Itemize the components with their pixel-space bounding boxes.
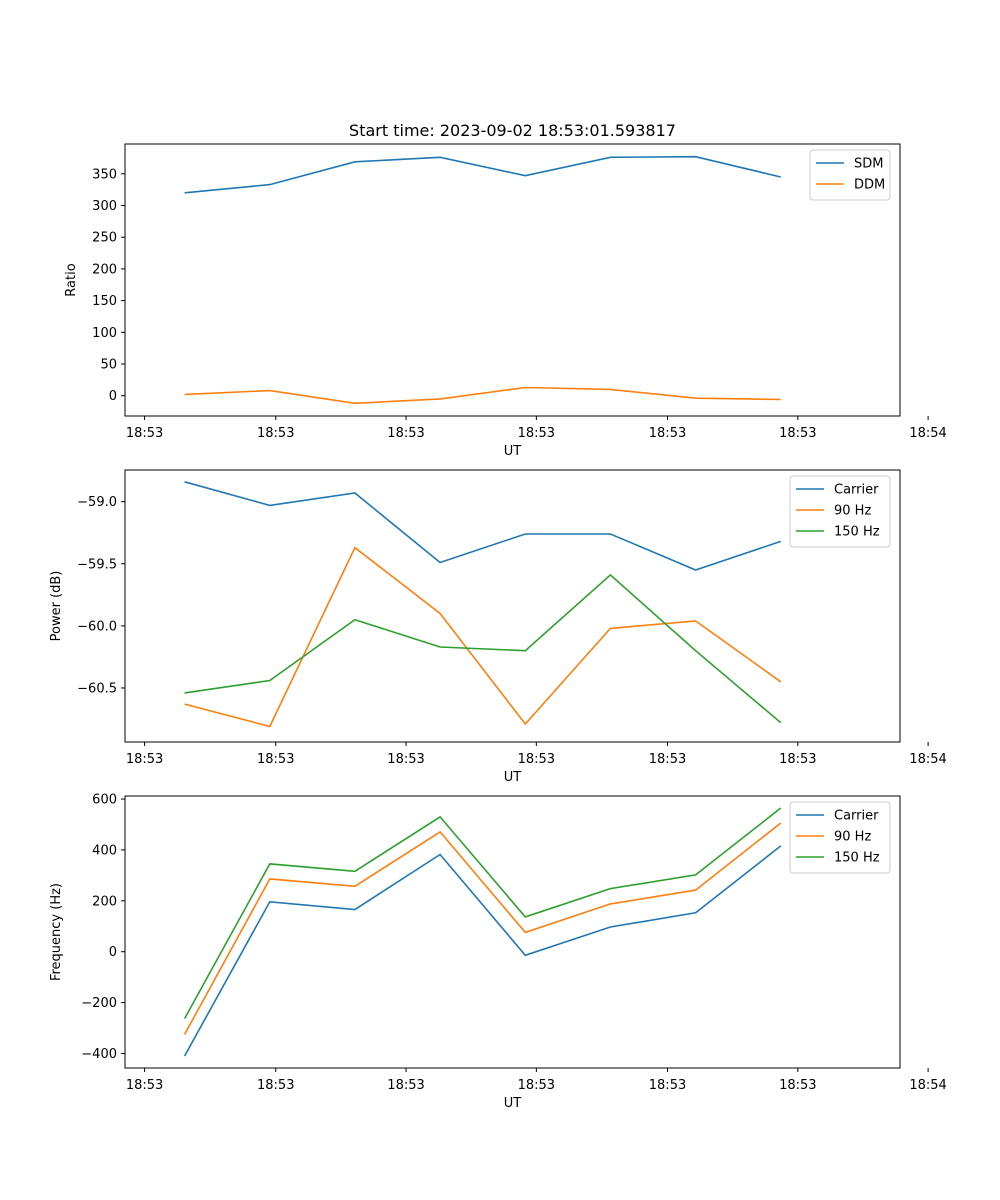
series-line-90-hz [184,546,782,728]
y-tick-label: 0 [109,945,117,960]
x-tick-label: 18:54 [909,426,946,441]
legend-label: 150 Hz [834,851,880,866]
x-axis-label: UT [504,444,522,459]
x-tick-label: 18:53 [257,426,294,441]
x-axis-label: UT [504,770,522,785]
x-tick-label: 18:53 [649,426,686,441]
power-panel: 18:53 18:53 18:53 18:53 18:53 18:53 18:54 −59.0… [49,469,947,785]
y-tick-label: 200 [92,894,117,909]
legend-label: 90 Hz [834,504,871,519]
x-tick-label: 18:53 [779,426,816,441]
legend-box [789,801,891,874]
x-tick-label: 18:53 [518,426,555,441]
y-tick-label: 600 [92,793,117,808]
y-tick-label: −200 [81,996,117,1011]
series-line-sdm [184,155,781,194]
series-line-150-hz [184,573,782,724]
y-tick-label: 50 [100,358,117,373]
x-tick-label: 18:54 [909,1078,946,1093]
legend-label: Carrier [834,809,879,824]
x-tick-label: 18:54 [909,752,946,767]
series-line-carrier [183,845,782,1057]
x-tick-label: 18:53 [387,426,424,441]
legend-label: Carrier [834,483,879,498]
x-axis-label: UT [504,1096,522,1111]
series-line-90-hz [183,822,782,1035]
y-tick-label: 200 [92,262,117,277]
y-tick-label: −60.5 [77,681,117,696]
x-tick-label: 18:53 [649,1078,686,1093]
axes-frame [124,469,901,743]
series-line-ddm [184,386,781,405]
ratio-panel: 18:53 18:53 18:53 18:53 18:53 18:53 18:54 0 50 10… [64,121,947,459]
y-tick-label: 0 [109,389,117,404]
frequency-panel: 18:53 18:53 18:53 18:53 18:53 18:53 18:54 −400 −… [49,793,947,1111]
y-tick-label: −59.5 [77,557,117,572]
y-tick-label: −400 [81,1047,117,1062]
legend-label: SDM [854,157,883,172]
x-tick-label: 18:53 [649,752,686,767]
chart-title: Start time: 2023-09-02 18:53:01.593817 [349,121,676,140]
legend-label: 90 Hz [834,830,871,845]
y-axis-label: Power (dB) [49,571,64,642]
x-tick-label: 18:53 [387,1078,424,1093]
axes-frame [124,795,901,1069]
y-tick-label: 350 [92,167,117,182]
axes-frame [124,143,901,417]
x-tick-label: 18:53 [126,752,163,767]
y-tick-label: 100 [92,326,117,341]
x-tick-label: 18:53 [126,426,163,441]
x-tick-label: 18:53 [779,752,816,767]
y-tick-label: −59.0 [77,495,117,510]
x-tick-label: 18:53 [779,1078,816,1093]
x-tick-label: 18:53 [257,1078,294,1093]
y-tick-label: 400 [92,843,117,858]
y-axis-label: Frequency (Hz) [49,883,64,981]
series-line-150-hz [183,807,782,1019]
x-tick-label: 18:53 [518,752,555,767]
legend-label: 150 Hz [834,525,880,540]
y-tick-label: 150 [92,294,117,309]
y-tick-label: −60.0 [77,619,117,634]
legend-label: DDM [854,178,885,193]
y-axis-label: Ratio [64,263,79,296]
legend-box [789,475,891,548]
series-line-carrier [184,481,782,571]
y-tick-label: 300 [92,199,117,214]
x-tick-label: 18:53 [126,1078,163,1093]
y-tick-label: 250 [92,231,117,246]
x-tick-label: 18:53 [518,1078,555,1093]
x-tick-label: 18:53 [257,752,294,767]
x-tick-label: 18:53 [387,752,424,767]
